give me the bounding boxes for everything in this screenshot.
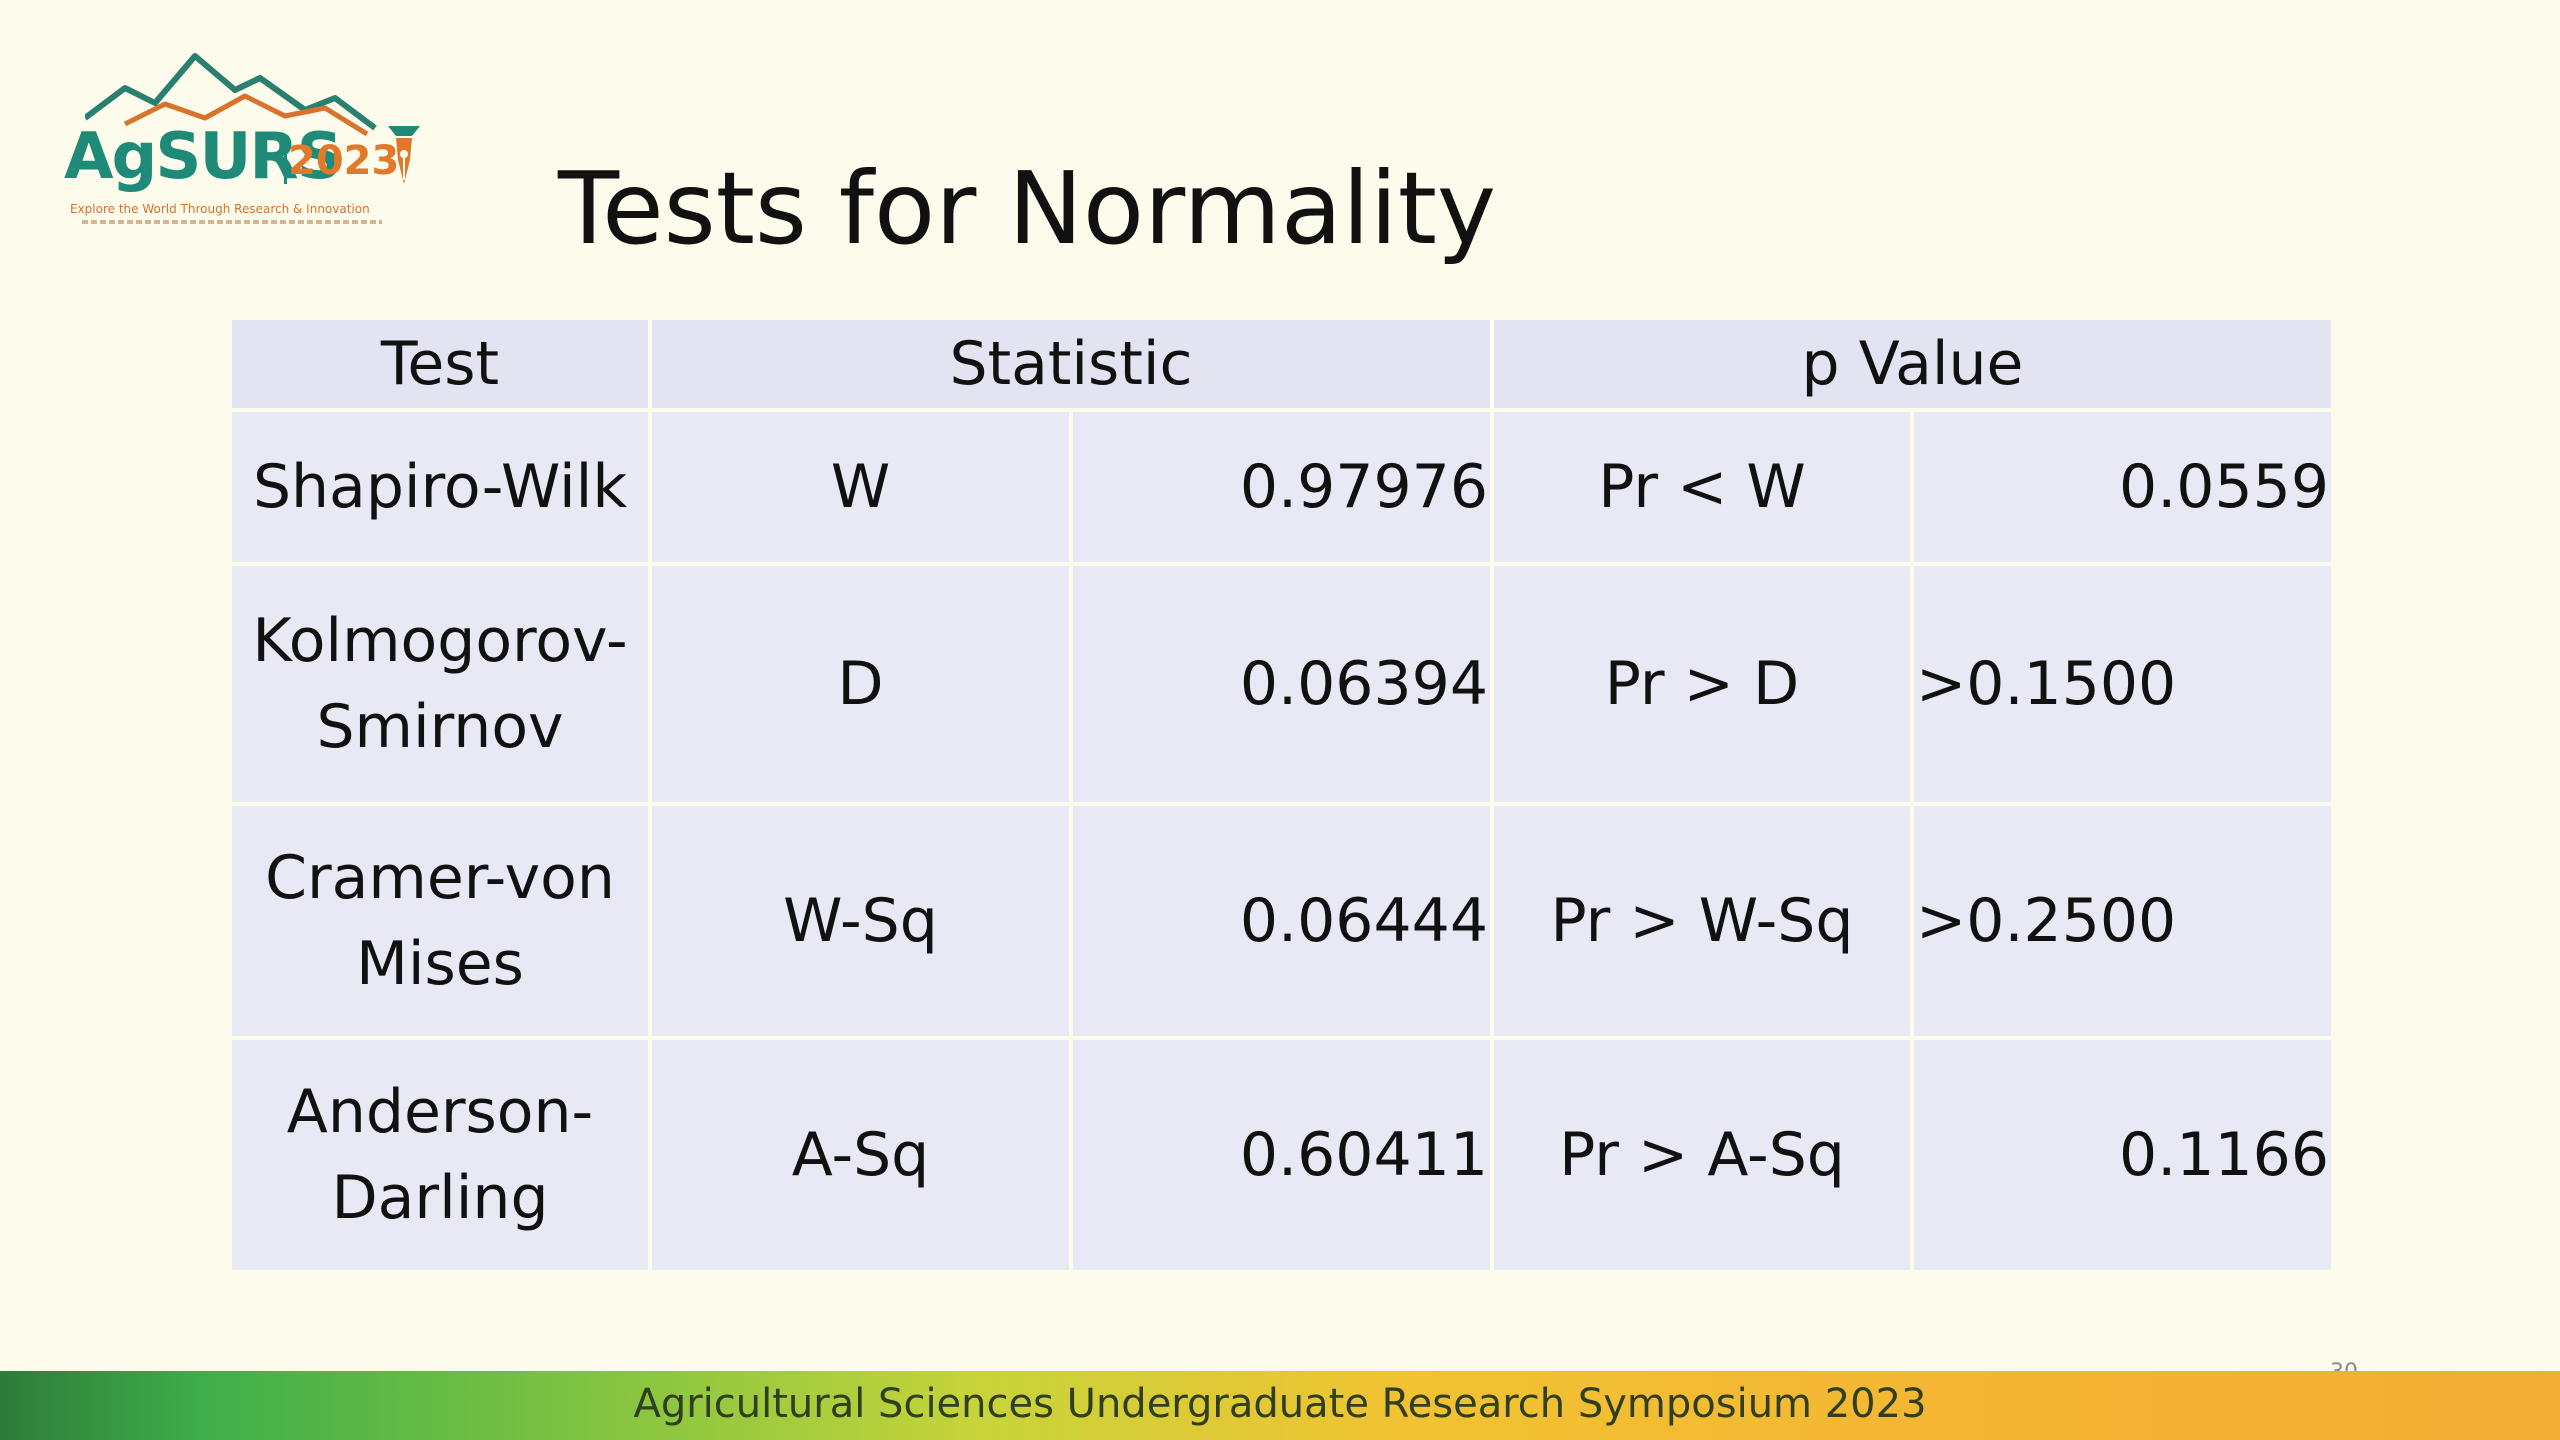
p-label: Pr > A-Sq bbox=[1490, 1036, 1914, 1274]
normality-table: Test Statistic p Value Shapiro-Wilk W 0.… bbox=[228, 316, 2335, 1274]
test-name-line-1: Cramer-von bbox=[265, 843, 615, 913]
statistic-symbol: W bbox=[648, 408, 1073, 566]
p-value: 0.0559 bbox=[1910, 408, 2335, 566]
test-name-line-2: Mises bbox=[356, 929, 524, 999]
test-name: Anderson- Darling bbox=[228, 1036, 652, 1274]
pen-nib-icon bbox=[388, 126, 420, 184]
p-label: Pr < W bbox=[1490, 408, 1914, 566]
logo-divider bbox=[284, 140, 287, 184]
statistic-value: 0.60411 bbox=[1069, 1036, 1494, 1274]
slide-title: Tests for Normality bbox=[558, 150, 1497, 267]
p-value: 0.1166 bbox=[1910, 1036, 2335, 1274]
header-test: Test bbox=[228, 316, 652, 412]
normality-table-container: Test Statistic p Value Shapiro-Wilk W 0.… bbox=[228, 316, 2335, 1274]
test-name: Kolmogorov- Smirnov bbox=[228, 562, 652, 806]
test-name-line-2: Darling bbox=[331, 1163, 549, 1233]
statistic-value: 0.97976 bbox=[1069, 408, 1494, 566]
header-statistic: Statistic bbox=[648, 316, 1494, 412]
statistic-symbol: D bbox=[648, 562, 1073, 806]
logo-year: 2023 bbox=[288, 138, 400, 184]
logo-subline bbox=[82, 220, 382, 224]
table-row: Shapiro-Wilk W 0.97976 Pr < W 0.0559 bbox=[228, 408, 2335, 566]
test-name-line-1: Kolmogorov- bbox=[252, 606, 628, 676]
statistic-symbol: A-Sq bbox=[648, 1036, 1073, 1274]
statistic-symbol: W-Sq bbox=[648, 802, 1073, 1040]
table-header-row: Test Statistic p Value bbox=[228, 316, 2335, 412]
footer-banner: Agricultural Sciences Undergraduate Rese… bbox=[0, 1371, 2560, 1440]
logo-tagline: Explore the World Through Research & Inn… bbox=[70, 202, 370, 216]
test-name-line-2: Smirnov bbox=[316, 692, 564, 762]
test-name: Cramer-von Mises bbox=[228, 802, 652, 1040]
logo-wordmark: AgSURS bbox=[64, 120, 343, 194]
test-name: Shapiro-Wilk bbox=[228, 408, 652, 566]
statistic-value: 0.06444 bbox=[1069, 802, 1494, 1040]
mountains-icon bbox=[85, 53, 377, 137]
statistic-value: 0.06394 bbox=[1069, 562, 1494, 806]
footer-text: Agricultural Sciences Undergraduate Rese… bbox=[633, 1381, 1927, 1427]
table-row: Anderson- Darling A-Sq 0.60411 Pr > A-Sq… bbox=[228, 1036, 2335, 1274]
p-label: Pr > W-Sq bbox=[1490, 802, 1914, 1040]
p-value: >0.2500 bbox=[1910, 802, 2335, 1040]
table-row: Cramer-von Mises W-Sq 0.06444 Pr > W-Sq … bbox=[228, 802, 2335, 1040]
test-name-line-1: Anderson- bbox=[286, 1077, 594, 1147]
header-p-value: p Value bbox=[1490, 316, 2335, 412]
p-label: Pr > D bbox=[1490, 562, 1914, 806]
table-row: Kolmogorov- Smirnov D 0.06394 Pr > D >0.… bbox=[228, 562, 2335, 806]
agsurs-logo: AgSURS 2023 Explore the World Through Re… bbox=[60, 48, 430, 238]
p-value: >0.1500 bbox=[1910, 562, 2335, 806]
